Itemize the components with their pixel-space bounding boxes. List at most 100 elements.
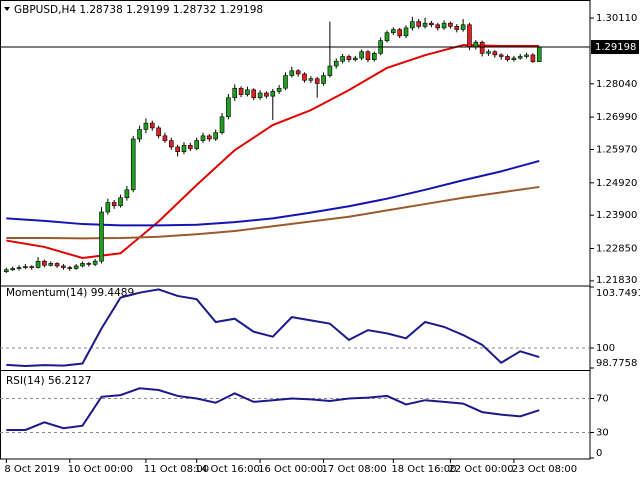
x-tick-label: 16 Oct 00:00 xyxy=(258,464,323,475)
indicator-line xyxy=(6,387,540,431)
y-tick-label: 1.21830 xyxy=(596,275,637,286)
candle-body xyxy=(384,32,390,41)
y-tick-label: 1.28040 xyxy=(596,79,637,90)
x-tick-label: 17 Oct 08:00 xyxy=(322,464,387,475)
candle-body xyxy=(175,146,180,153)
y-tick-label: 70 xyxy=(596,394,609,405)
candle-body xyxy=(257,92,263,99)
candle-body xyxy=(308,78,314,81)
rsi-title: RSI(14) 56.2127 xyxy=(6,375,91,387)
candle-body xyxy=(536,46,542,62)
x-tick-label: 22 Oct 00:00 xyxy=(448,464,513,475)
candle-body xyxy=(517,56,523,59)
candle-body xyxy=(448,22,453,27)
candle-body xyxy=(181,145,187,153)
candle-body xyxy=(295,70,301,75)
candle-body xyxy=(359,51,364,59)
candle-body xyxy=(429,22,434,26)
candle-body xyxy=(213,132,218,140)
indicator-line xyxy=(6,288,540,367)
y-tick-label: 0 xyxy=(596,448,602,459)
candle-body xyxy=(42,260,47,266)
candle-body xyxy=(403,27,409,37)
candle-body xyxy=(441,22,447,29)
moving-average xyxy=(6,44,540,260)
candle-body xyxy=(10,268,15,271)
candle-body xyxy=(105,202,111,213)
candle-body xyxy=(16,267,22,269)
candle-body xyxy=(156,127,161,137)
candle-body xyxy=(416,21,422,27)
y-tick-label: 1.22850 xyxy=(596,244,637,255)
candle-body xyxy=(270,91,276,97)
candle-body xyxy=(48,263,54,266)
candle-body xyxy=(327,65,333,76)
y-tick-label: 100 xyxy=(596,343,615,354)
candle-body xyxy=(137,129,142,140)
moving-average xyxy=(6,159,540,227)
candle-body xyxy=(111,202,117,206)
candle-body xyxy=(289,70,295,76)
candle-body xyxy=(219,116,225,133)
candle-body xyxy=(397,29,402,37)
candle-body xyxy=(511,57,517,60)
candle-body xyxy=(61,265,66,268)
candle-body xyxy=(226,97,231,118)
candle-body xyxy=(54,263,60,267)
y-tick-label: 98.7758 xyxy=(596,358,637,369)
candle-body xyxy=(23,266,28,268)
candle-body xyxy=(276,87,282,92)
candle-body xyxy=(505,56,510,60)
x-tick-label: 8 Oct 2019 xyxy=(4,464,59,475)
y-tick-label: 1.25970 xyxy=(596,144,637,155)
candle-body xyxy=(194,140,199,149)
candle-body xyxy=(200,135,206,141)
candle-body xyxy=(188,145,193,149)
bid-label: 1.29198 xyxy=(595,42,636,53)
candle-body xyxy=(530,54,536,62)
candle-body xyxy=(422,22,428,27)
candle-body xyxy=(29,266,35,268)
candle-body xyxy=(207,135,212,140)
candle-body xyxy=(80,263,85,267)
candle-body xyxy=(168,140,174,148)
candle-body xyxy=(124,189,130,199)
candle-body xyxy=(473,41,479,48)
bid-label-box xyxy=(591,40,639,55)
candle-body xyxy=(365,51,371,60)
candle-body xyxy=(251,89,257,99)
candle-body xyxy=(352,57,358,60)
candle-body xyxy=(302,73,307,81)
moving-average xyxy=(6,185,540,240)
candle-body xyxy=(479,41,485,54)
x-tick-label: 10 Oct 00:00 xyxy=(68,464,133,475)
candle-body xyxy=(391,29,396,33)
candle-body xyxy=(238,87,244,95)
candle-body xyxy=(410,21,415,29)
candle-body xyxy=(99,211,104,262)
candle-body xyxy=(162,135,168,141)
y-tick-label: 103.7491 xyxy=(596,288,640,299)
candle-body xyxy=(283,75,288,89)
candle-body xyxy=(92,260,98,265)
candle-body xyxy=(86,263,92,265)
candle-body xyxy=(4,269,9,272)
x-tick-label: 23 Oct 08:00 xyxy=(512,464,577,475)
candle-body xyxy=(454,26,460,30)
candle-body xyxy=(264,92,269,97)
candle-body xyxy=(467,24,472,48)
candle-body xyxy=(492,51,498,56)
candle-body xyxy=(73,265,79,269)
candle-body xyxy=(372,53,377,60)
y-tick-label: 1.24920 xyxy=(596,178,637,189)
candle-body xyxy=(346,56,352,60)
candle-body xyxy=(486,51,491,54)
y-tick-label: 1.30110 xyxy=(596,13,637,24)
candle-body xyxy=(35,260,41,268)
candle-body xyxy=(67,267,73,269)
y-tick-label: 30 xyxy=(596,428,609,439)
collapse-arrow[interactable] xyxy=(4,7,10,11)
x-tick-label: 11 Oct 08:00 xyxy=(144,464,209,475)
y-tick-label: 1.26990 xyxy=(596,112,637,123)
